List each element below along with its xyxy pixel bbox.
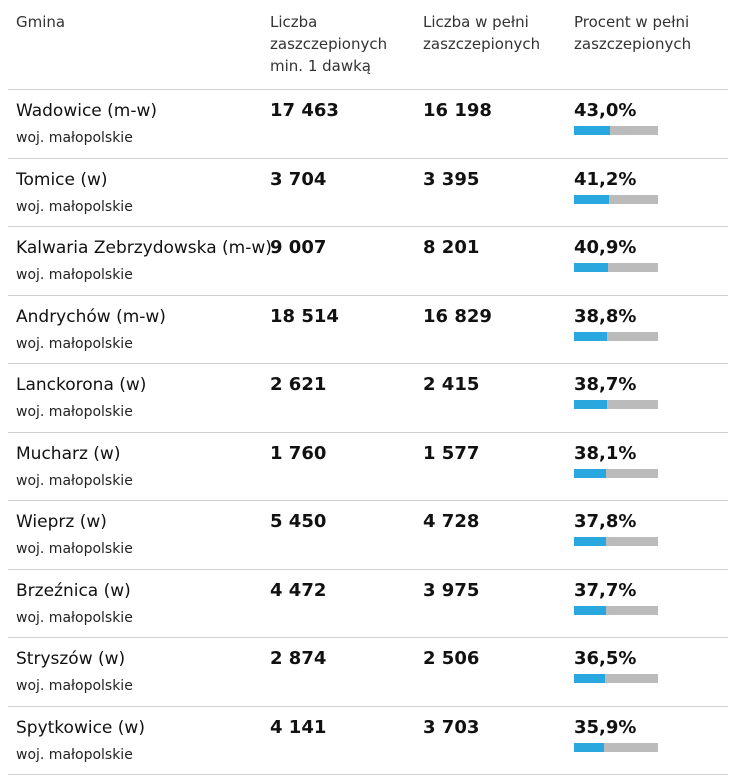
percent-bar-track	[574, 674, 658, 683]
header-fully-vaccinated[interactable]: Liczba w pełni zaszczepionych	[423, 13, 541, 53]
percent-fully-vaccinated: 37,8%	[574, 511, 637, 532]
dose1-count: 1 760	[270, 442, 327, 464]
dose1-count: 9 007	[270, 237, 327, 258]
gmina-name: Spytkowice (w)	[16, 717, 145, 738]
fully-vaccinated-count: 16 198	[423, 100, 492, 121]
gmina-name: Wadowice (m-w)	[16, 101, 158, 121]
table-row: Kalwaria Zebrzydowska (m-w) woj. małopols…	[8, 227, 728, 296]
gmina-region: woj. małopolskie	[16, 404, 133, 420]
header-percent-fully-vaccinated[interactable]: Procent w pełni zaszczepionych	[574, 13, 692, 53]
table-row: Tomice (w) woj. małopolskie 3 704 3 395 41,2…	[8, 159, 728, 227]
percent-bar-fill	[574, 605, 606, 615]
percent-bar-fill	[574, 537, 606, 546]
gmina-region: woj. małopolskie	[16, 678, 133, 694]
dose1-count: 2 874	[270, 648, 327, 669]
dose1-count: 17 463	[270, 100, 339, 121]
percent-bar-fill	[574, 331, 607, 341]
header-gmina[interactable]: Gmina	[16, 13, 66, 31]
header-dose1[interactable]: Liczba zaszczepionych min. 1 dawką	[270, 13, 388, 75]
gmina-region: woj. małopolskie	[16, 267, 133, 283]
gmina-name: Stryszów (w)	[16, 649, 126, 669]
percent-fully-vaccinated: 41,2%	[574, 168, 637, 190]
percent-bar-fill	[574, 126, 611, 135]
percent-bar-track	[574, 605, 658, 615]
percent-bar-fill	[574, 468, 606, 478]
dose1-count: 4 472	[270, 579, 327, 601]
percent-bar-fill	[574, 263, 609, 272]
percent-bar-track	[574, 194, 658, 204]
table-body: Wadowice (m-w) woj. małopolskie 17 463 16 1…	[8, 90, 728, 775]
percent-bar-track	[574, 263, 658, 272]
gmina-name: Wieprz (w)	[16, 512, 107, 532]
gmina-region: woj. małopolskie	[16, 130, 133, 146]
dose1-count: 5 450	[270, 511, 327, 532]
gmina-name: Andrychów (m-w)	[16, 306, 166, 327]
percent-bar-fill	[574, 742, 605, 752]
fully-vaccinated-count: 1 577	[423, 442, 480, 464]
percent-fully-vaccinated: 38,1%	[574, 442, 637, 464]
percent-fully-vaccinated: 43,0%	[574, 100, 637, 121]
gmina-name: Lanckorona (w)	[16, 375, 147, 395]
fully-vaccinated-count: 3 703	[423, 716, 480, 738]
gmina-name: Tomice (w)	[16, 169, 108, 190]
gmina-name: Brzeźnica (w)	[16, 580, 131, 601]
dose1-count: 3 704	[270, 168, 327, 190]
table-row: Stryszów (w) woj. małopolskie 2 874 2 506 36…	[8, 638, 728, 707]
table-row: Lanckorona (w) woj. małopolskie 2 621 2 415…	[8, 364, 728, 433]
percent-bar-fill	[574, 194, 609, 204]
fully-vaccinated-count: 2 415	[423, 374, 480, 395]
gmina-region: woj. małopolskie	[16, 335, 133, 352]
percent-bar-track	[574, 126, 658, 135]
table-row: Mucharz (w) woj. małopolskie 1 760 1 577 38,…	[8, 433, 728, 501]
fully-vaccinated-count: 8 201	[423, 237, 480, 258]
vaccination-table: Gmina Liczba zaszczepionych min. 1 dawką…	[8, 0, 728, 775]
gmina-region: woj. małopolskie	[16, 472, 133, 489]
dose1-count: 18 514	[270, 305, 339, 327]
gmina-region: woj. małopolskie	[16, 609, 133, 626]
percent-fully-vaccinated: 38,7%	[574, 374, 637, 395]
percent-fully-vaccinated: 36,5%	[574, 648, 637, 669]
dose1-count: 4 141	[270, 716, 327, 738]
percent-bar-fill	[574, 674, 605, 683]
table-row: Andrychów (m-w) woj. małopolskie 18 514 16 …	[8, 296, 728, 364]
percent-fully-vaccinated: 37,7%	[574, 579, 637, 601]
table-row: Brzeźnica (w) woj. małopolskie 4 472 3 975 3…	[8, 570, 728, 638]
gmina-name: Kalwaria Zebrzydowska (m-w)	[16, 238, 272, 258]
table-row: Wieprz (w) woj. małopolskie 5 450 4 728 37,8…	[8, 501, 728, 570]
table-row: Spytkowice (w) woj. małopolskie 4 141 3 703…	[8, 707, 728, 775]
table-row: Wadowice (m-w) woj. małopolskie 17 463 16 1…	[8, 90, 728, 159]
fully-vaccinated-count: 3 395	[423, 168, 480, 190]
percent-fully-vaccinated: 40,9%	[574, 237, 637, 258]
gmina-region: woj. małopolskie	[16, 746, 133, 763]
percent-fully-vaccinated: 35,9%	[574, 716, 637, 738]
fully-vaccinated-count: 2 506	[423, 648, 480, 669]
gmina-region: woj. małopolskie	[16, 541, 133, 557]
fully-vaccinated-count: 3 975	[423, 579, 480, 601]
percent-bar-track	[574, 742, 658, 752]
percent-bar-fill	[574, 400, 607, 409]
table-header: Gmina Liczba zaszczepionych min. 1 dawką…	[8, 0, 728, 90]
gmina-region: woj. małopolskie	[16, 198, 133, 215]
percent-bar-track	[574, 331, 658, 341]
dose1-count: 2 621	[270, 374, 327, 395]
percent-bar-track	[574, 537, 658, 546]
percent-bar-track	[574, 468, 658, 478]
percent-fully-vaccinated: 38,8%	[574, 305, 637, 327]
fully-vaccinated-count: 16 829	[423, 305, 492, 327]
gmina-name: Mucharz (w)	[16, 443, 121, 464]
fully-vaccinated-count: 4 728	[423, 511, 480, 532]
percent-bar-track	[574, 400, 658, 409]
